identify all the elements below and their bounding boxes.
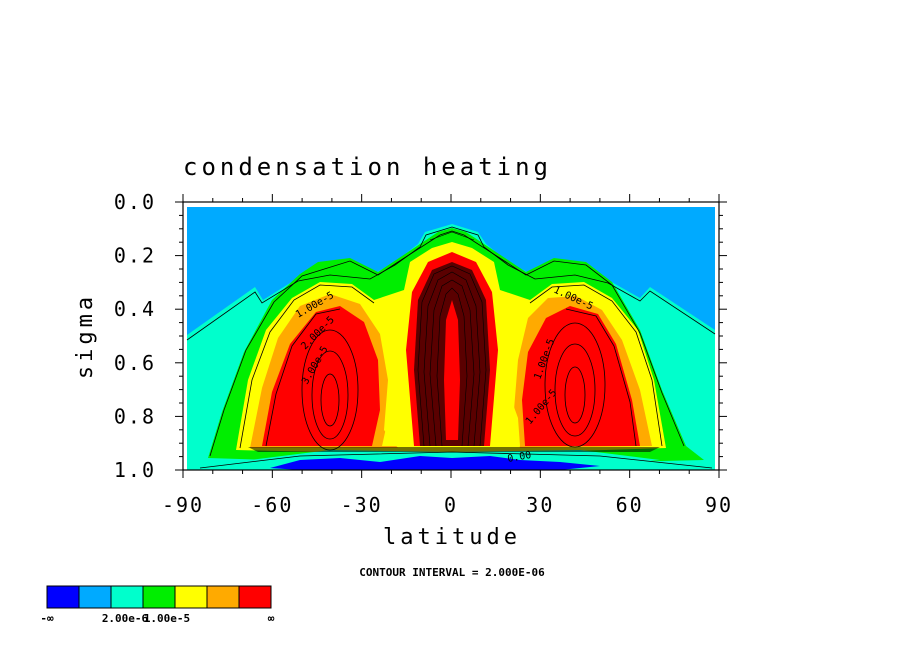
- y-tick-label: 0.6: [114, 351, 156, 375]
- region-yellow-gap: [382, 396, 520, 446]
- region-blue: [270, 456, 600, 470]
- y-tick-label: 1.0: [114, 458, 156, 482]
- legend-swatch: [142, 585, 176, 609]
- y-tick-label: 0.4: [114, 297, 156, 321]
- x-tick-label: -60: [251, 493, 293, 517]
- y-tick-label: 0.0: [114, 190, 156, 214]
- y-tick-label: 0.8: [114, 404, 156, 428]
- x-axis: -90 -60 -30 0 30 60 90: [162, 493, 733, 517]
- legend-swatch: [46, 585, 80, 609]
- y-tick-label: 0.2: [114, 244, 156, 268]
- x-tick-label: 30: [526, 493, 554, 517]
- legend-swatch: [206, 585, 240, 609]
- legend-swatch: [78, 585, 112, 609]
- legend-swatch: [110, 585, 144, 609]
- core-contour-lines: [417, 231, 487, 447]
- contour-interval-note: CONTOUR INTERVAL = 2.000E-06: [359, 566, 545, 579]
- x-tick-label: 60: [616, 493, 644, 517]
- plot-area: 1.00e-5 2.00e-5 3.00e-5 1.00e-5 1.00e-5 …: [186, 207, 716, 470]
- legend-swatch: [238, 585, 272, 609]
- x-tick-label: -30: [341, 493, 383, 517]
- x-tick-label: 0: [444, 493, 458, 517]
- chart-title: condensation heating: [183, 153, 552, 181]
- legend-swatch: [174, 585, 208, 609]
- legend-label: 2.00e-6: [102, 612, 149, 625]
- x-tick-label: 90: [705, 493, 733, 517]
- legend-label: ∞: [268, 612, 275, 625]
- x-tick-label: -90: [162, 493, 204, 517]
- legend-label: -∞: [40, 612, 54, 625]
- x-axis-title: latitude: [383, 525, 521, 550]
- contour-lines: [186, 226, 716, 469]
- region-core-inner: [444, 300, 460, 440]
- legend: -∞ 2.00e-61.00e-5 ∞: [40, 585, 275, 625]
- legend-label: 1.00e-5: [144, 612, 190, 625]
- y-axis-title: sigma: [73, 293, 98, 379]
- y-axis: 0.0 0.2 0.4 0.6 0.8 1.0: [114, 190, 156, 482]
- contour-label: 0.00: [507, 450, 533, 465]
- axis-ticks: [175, 194, 727, 478]
- region-dark-band: [248, 447, 660, 452]
